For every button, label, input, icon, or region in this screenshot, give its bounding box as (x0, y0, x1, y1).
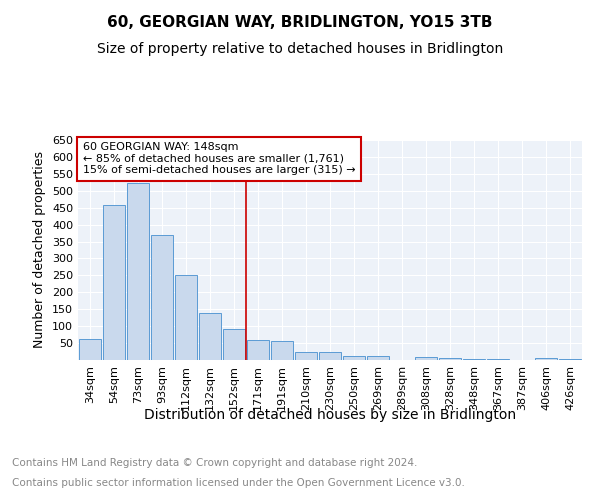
Bar (343, 356, 365, 360)
Text: 60 GEORGIAN WAY: 148sqm
← 85% of detached houses are smaller (1,761)
15% of semi: 60 GEORGIAN WAY: 148sqm ← 85% of detache… (83, 142, 356, 176)
Bar (463, 359, 485, 360)
Bar (559, 359, 581, 360)
Bar (103, 206, 125, 360)
Text: Distribution of detached houses by size in Bridlington: Distribution of detached houses by size … (144, 408, 516, 422)
Bar (415, 358, 437, 360)
Text: Contains public sector information licensed under the Open Government Licence v3: Contains public sector information licen… (12, 478, 465, 488)
Bar (199, 312, 221, 360)
Y-axis label: Number of detached properties: Number of detached properties (34, 152, 46, 348)
Bar (535, 358, 557, 360)
Bar (151, 235, 173, 360)
Bar (271, 342, 293, 360)
Bar (439, 358, 461, 360)
Bar (127, 183, 149, 360)
Bar (79, 340, 101, 360)
Bar (223, 328, 245, 360)
Bar (247, 340, 269, 360)
Bar (175, 276, 197, 360)
Bar (295, 352, 317, 360)
Text: Size of property relative to detached houses in Bridlington: Size of property relative to detached ho… (97, 42, 503, 56)
Text: 60, GEORGIAN WAY, BRIDLINGTON, YO15 3TB: 60, GEORGIAN WAY, BRIDLINGTON, YO15 3TB (107, 15, 493, 30)
Bar (367, 356, 389, 360)
Text: Contains HM Land Registry data © Crown copyright and database right 2024.: Contains HM Land Registry data © Crown c… (12, 458, 418, 468)
Bar (319, 352, 341, 360)
